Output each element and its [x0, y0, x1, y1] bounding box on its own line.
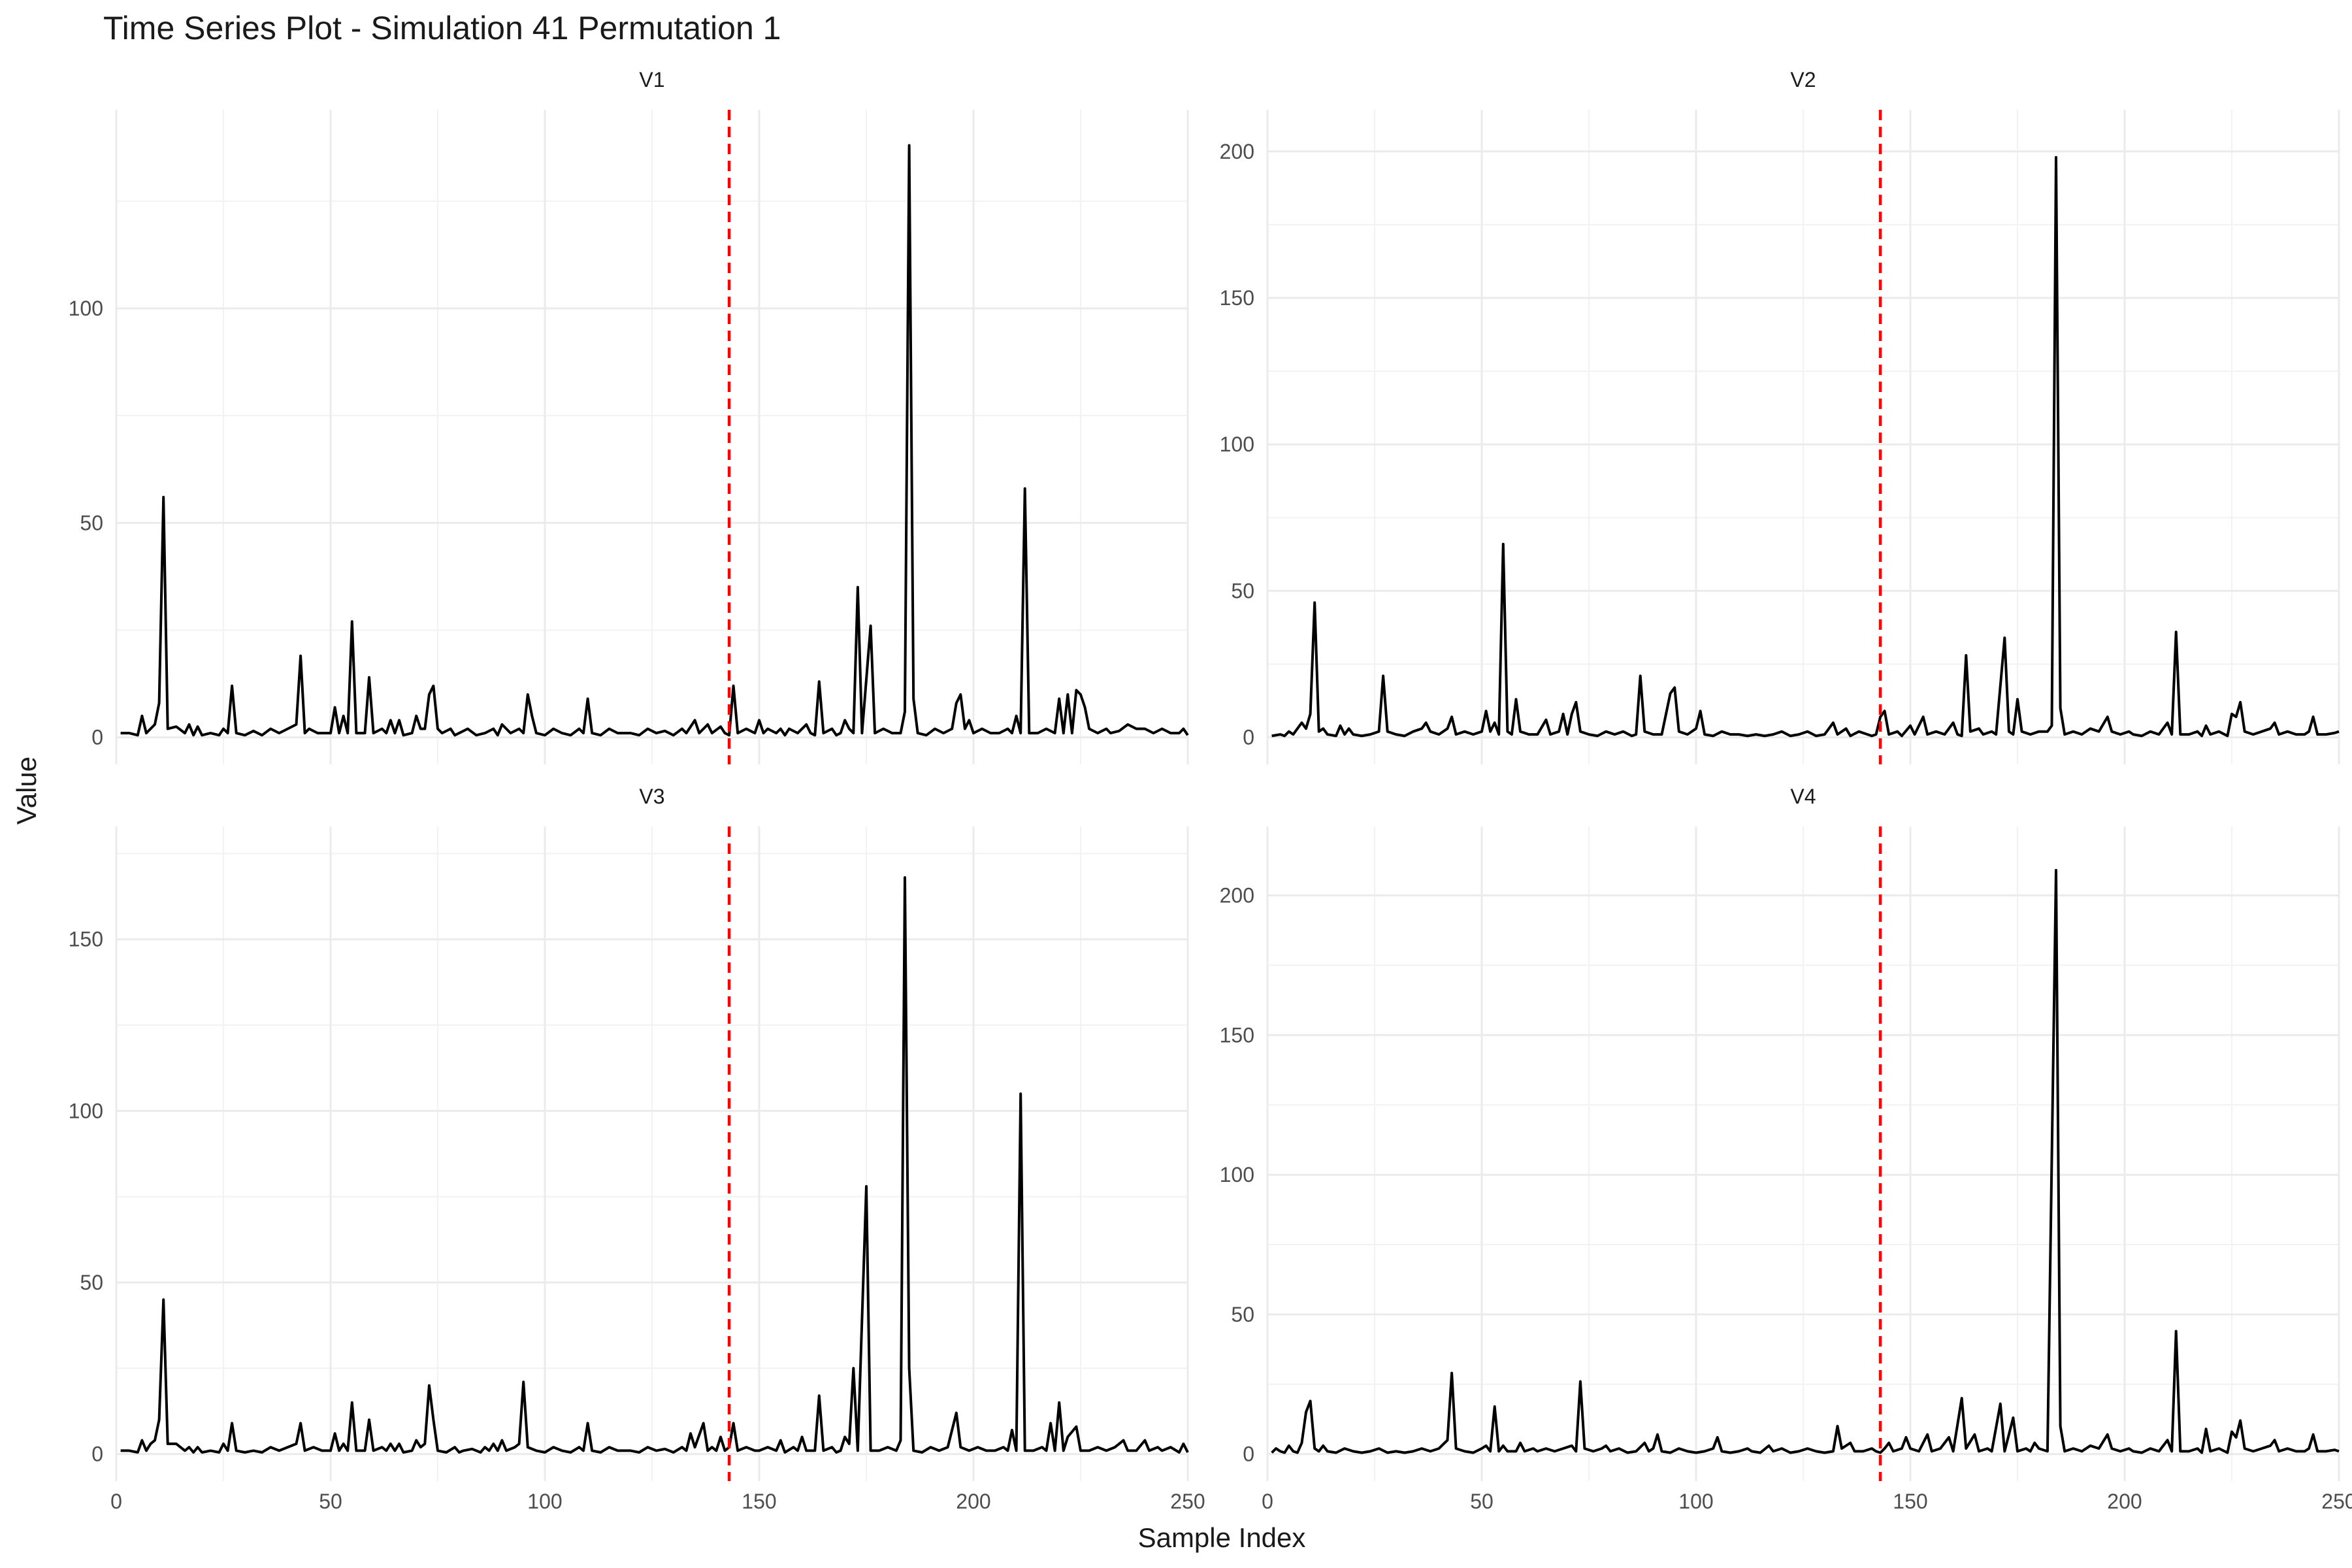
- y-tick-label: 100: [1220, 1163, 1254, 1186]
- y-tick-label: 0: [1243, 726, 1254, 749]
- x-tick-label: 100: [527, 1490, 562, 1513]
- x-tick-label: 100: [1678, 1490, 1713, 1513]
- x-tick-label: 0: [110, 1490, 122, 1513]
- series-line-v4: [1271, 869, 2340, 1454]
- x-tick-label: 50: [1470, 1490, 1494, 1513]
- y-tick-label: 50: [1231, 1303, 1254, 1326]
- series-line-v3: [120, 876, 1189, 1454]
- y-axis-title: Value: [11, 757, 42, 825]
- y-tick-label: 0: [1243, 1443, 1254, 1466]
- y-tick-label: 50: [80, 511, 103, 534]
- y-tick-label: 100: [69, 297, 103, 320]
- facet-strip-label: V3: [639, 785, 664, 808]
- y-tick-label: 100: [69, 1099, 103, 1122]
- facet-strip-label: V2: [1790, 68, 1816, 91]
- y-tick-label: 200: [1220, 884, 1254, 907]
- y-tick-label: 0: [91, 726, 103, 749]
- series-line-v1: [120, 144, 1189, 737]
- facet-panel-v4: V4 0 50 100 150 200 0 50 100 150 200 250: [1220, 785, 2352, 1513]
- facet-panel-v2: V2 0 50 100 150 200: [1220, 68, 2340, 764]
- x-tick-label: 0: [1262, 1490, 1273, 1513]
- y-tick-label: 50: [80, 1271, 103, 1294]
- facet-panel-v3: V3 0 50 100 150 0 50 100 150 200 250: [69, 785, 1205, 1513]
- x-tick-label: 150: [1893, 1490, 1927, 1513]
- facet-panels: V1 0 50 100 V2 0 50 100 150 200 V3 0 50 100 150 0 50 100 1…: [69, 68, 2352, 1513]
- x-axis-title: Sample Index: [1138, 1522, 1306, 1553]
- y-tick-label: 150: [1220, 1023, 1254, 1047]
- x-tick-label: 200: [956, 1490, 990, 1513]
- y-tick-label: 150: [1220, 286, 1254, 310]
- facet-strip-label: V4: [1790, 785, 1816, 808]
- y-tick-label: 150: [69, 928, 103, 951]
- y-tick-label: 200: [1220, 140, 1254, 163]
- x-tick-label: 200: [2107, 1490, 2142, 1513]
- x-tick-label: 50: [319, 1490, 342, 1513]
- y-tick-label: 50: [1231, 579, 1254, 602]
- y-tick-label: 100: [1220, 433, 1254, 456]
- facet-panel-v1: V1 0 50 100: [69, 68, 1189, 764]
- facet-strip-label: V1: [639, 68, 664, 91]
- y-tick-label: 0: [91, 1443, 103, 1466]
- series-line-v2: [1271, 155, 2340, 738]
- x-tick-label: 250: [2321, 1490, 2352, 1513]
- chart-title: Time Series Plot - Simulation 41 Permuta…: [103, 10, 781, 46]
- x-tick-label: 250: [1170, 1490, 1205, 1513]
- x-tick-label: 150: [742, 1490, 776, 1513]
